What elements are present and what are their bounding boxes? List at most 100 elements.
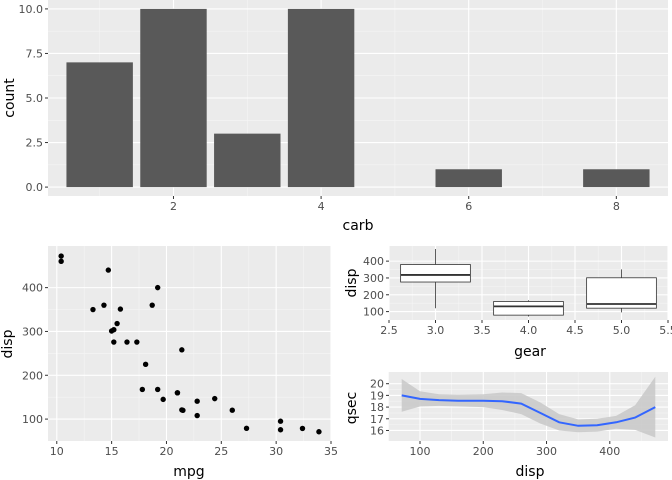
- smooth-chart-y-axis-title: qsec: [344, 392, 360, 425]
- box-chart-x-ticks: 2.5 3.0 3.5 4.0 4.5 5.0 5.5: [380, 320, 672, 337]
- y-tick-label: 300: [363, 272, 384, 285]
- y-tick-label: 7.5: [26, 47, 44, 60]
- scatter-chart: 10 15 20 25 30 35 100 200 300 400 mpg disp: [0, 246, 338, 480]
- data-point: [154, 284, 161, 291]
- bar: [583, 169, 650, 188]
- x-tick-label: 8: [613, 200, 620, 213]
- data-point: [124, 339, 130, 345]
- scatter-chart-panel: [48, 246, 331, 441]
- data-point: [114, 320, 120, 327]
- bar: [66, 62, 133, 188]
- x-tick-label: 2.5: [380, 324, 398, 337]
- smooth-chart-line: [401, 376, 656, 438]
- x-tick-label: 5.0: [613, 324, 631, 337]
- data-point: [179, 347, 185, 353]
- data-point: [111, 339, 117, 345]
- box-chart-boxes: [400, 249, 657, 317]
- bar-chart-bars: [66, 8, 650, 188]
- y-tick-label: 2.5: [26, 137, 44, 150]
- x-tick-label: 5.5: [659, 324, 672, 337]
- x-tick-label: 2: [170, 200, 177, 213]
- data-point: [105, 267, 112, 273]
- y-tick-label: 400: [22, 282, 43, 295]
- x-tick-label: 10: [50, 445, 64, 458]
- y-tick-label: 0.0: [26, 181, 44, 194]
- x-tick-label: 4.0: [520, 324, 538, 337]
- data-point: [299, 425, 306, 432]
- data-point: [139, 386, 146, 393]
- x-tick-label: 4.5: [566, 324, 584, 337]
- data-point: [229, 407, 235, 413]
- data-point: [243, 425, 250, 431]
- y-tick-label: 100: [22, 413, 43, 426]
- data-point: [142, 361, 149, 368]
- x-tick-label: 100: [410, 445, 431, 458]
- x-tick-label: 300: [536, 445, 557, 458]
- x-tick-label: 4: [318, 200, 325, 213]
- y-tick-label: 17: [370, 413, 384, 426]
- bar-chart: 2 4 6 8 0.0 2.5 5.0 7.5 10.0 carb count: [2, 0, 668, 234]
- data-point: [101, 302, 107, 308]
- y-tick-label: 19: [370, 389, 384, 402]
- y-tick-label: 200: [22, 369, 43, 382]
- data-point: [277, 418, 284, 424]
- x-tick-label: 400: [599, 445, 620, 458]
- scatter-chart-gridlines: [48, 246, 332, 441]
- data-point: [117, 306, 124, 312]
- box-iqr: [586, 277, 657, 309]
- y-tick-label: 5.0: [26, 92, 44, 105]
- bar: [287, 8, 355, 188]
- data-point: [194, 398, 200, 404]
- data-point: [277, 427, 284, 433]
- data-point: [58, 253, 64, 259]
- scatter-chart-y-ticks: 100 200 300 400: [22, 282, 48, 426]
- data-point: [316, 429, 322, 435]
- data-point: [90, 306, 96, 313]
- bar: [435, 169, 502, 188]
- smooth-line: [401, 394, 656, 427]
- x-tick-label: 3.5: [473, 324, 491, 337]
- scatter-chart-x-ticks: 10 15 20 25 30 35: [50, 441, 338, 458]
- x-tick-label: 6: [465, 200, 472, 213]
- scatter-chart-points: [58, 253, 322, 435]
- box-chart-y-ticks: 100 200 300 400: [363, 255, 389, 319]
- y-tick-label: 300: [22, 325, 43, 338]
- data-point: [160, 396, 166, 403]
- data-point: [149, 302, 155, 308]
- bar-chart-x-ticks: 2 4 6 8: [170, 196, 620, 213]
- y-tick-label: 100: [363, 306, 384, 319]
- y-tick-label: 400: [363, 255, 384, 268]
- box-chart-x-axis-title: gear: [514, 344, 546, 360]
- bar-chart-x-axis-title: carb: [343, 218, 374, 234]
- bar: [140, 8, 207, 188]
- x-tick-label: 15: [105, 445, 119, 458]
- y-tick-label: 18: [370, 401, 384, 414]
- x-tick-label: 30: [269, 445, 283, 458]
- data-point: [194, 412, 200, 419]
- data-point: [212, 395, 218, 402]
- box-iqr: [493, 301, 564, 316]
- box-chart-y-axis-title: disp: [344, 268, 360, 297]
- bar-chart-y-axis-title: count: [2, 78, 18, 118]
- data-point: [58, 258, 64, 265]
- x-tick-label: 20: [159, 445, 173, 458]
- x-tick-label: 25: [214, 445, 228, 458]
- data-point: [154, 386, 161, 393]
- data-point: [108, 328, 115, 334]
- y-tick-label: 20: [370, 378, 384, 391]
- data-point: [174, 390, 181, 396]
- scatter-chart-x-axis-title: mpg: [173, 464, 204, 480]
- smooth-chart-x-ticks: 100 200 300 400: [410, 441, 620, 458]
- y-tick-label: 10.0: [19, 3, 44, 16]
- data-point: [134, 339, 140, 345]
- y-tick-label: 16: [370, 424, 384, 437]
- x-tick-label: 200: [473, 445, 494, 458]
- x-tick-label: 35: [324, 445, 338, 458]
- scatter-chart-y-axis-title: disp: [0, 329, 16, 358]
- box-iqr: [400, 264, 471, 283]
- bar: [214, 133, 281, 188]
